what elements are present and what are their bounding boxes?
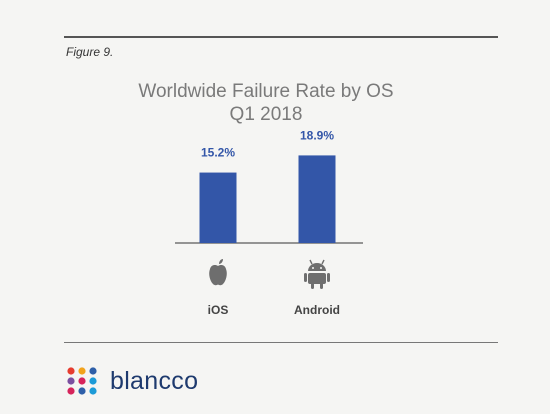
brand-name: blancco: [110, 366, 199, 395]
chart-title: Worldwide Failure Rate by OS: [138, 81, 394, 102]
blancco-dot-grid-icon: [67, 367, 97, 395]
bottom-rule: [64, 342, 498, 343]
category-label-ios: iOS: [208, 303, 229, 317]
data-label-ios: 15.2%: [201, 146, 235, 160]
bar-android: [298, 155, 336, 243]
figure-label: Figure 9.: [66, 45, 114, 59]
category-label-android: Android: [294, 303, 340, 317]
apple-logo-icon: [209, 259, 227, 286]
top-rule: [64, 36, 498, 38]
android-robot-icon: [304, 259, 330, 289]
bar-chart: 15.2% 18.9% iOS Android: [175, 128, 363, 317]
chart-subtitle: Q1 2018: [229, 104, 303, 125]
bar-ios: [199, 172, 237, 243]
data-label-android: 18.9%: [300, 128, 334, 142]
blancco-logo: blancco: [66, 366, 198, 396]
chart-title-block: Worldwide Failure Rate by OS Q1 2018: [0, 80, 532, 126]
